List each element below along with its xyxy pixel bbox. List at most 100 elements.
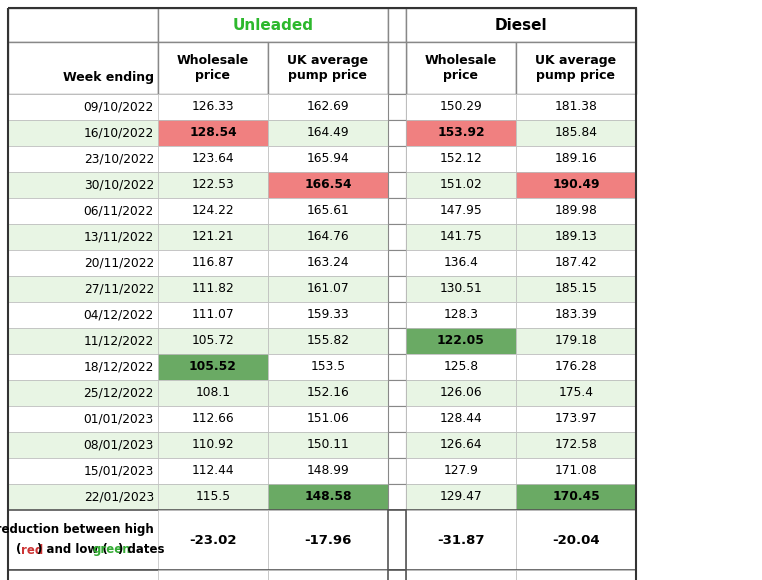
Bar bbox=[158, 146, 268, 172]
Bar bbox=[516, 94, 636, 120]
Bar bbox=[388, 224, 406, 250]
Bar bbox=[406, 458, 516, 484]
Bar bbox=[388, 354, 406, 380]
Bar bbox=[268, 510, 388, 570]
Bar bbox=[406, 276, 516, 302]
Text: 112.44: 112.44 bbox=[192, 465, 234, 477]
Bar bbox=[406, 120, 516, 146]
Bar bbox=[406, 42, 516, 94]
Text: 108.1: 108.1 bbox=[196, 386, 230, 400]
Bar bbox=[158, 276, 268, 302]
Bar bbox=[388, 302, 406, 328]
Bar bbox=[158, 120, 268, 146]
Bar bbox=[516, 250, 636, 276]
Bar bbox=[406, 432, 516, 458]
Bar bbox=[388, 146, 406, 172]
Text: 181.38: 181.38 bbox=[555, 100, 597, 114]
Text: 152.12: 152.12 bbox=[440, 153, 482, 165]
Text: 22/01/2023: 22/01/2023 bbox=[84, 491, 154, 503]
Text: 164.76: 164.76 bbox=[306, 230, 349, 244]
Text: 27/11/2022: 27/11/2022 bbox=[84, 282, 154, 295]
Text: -17.96: -17.96 bbox=[304, 534, 352, 546]
Text: 165.61: 165.61 bbox=[306, 205, 349, 218]
Bar bbox=[8, 198, 636, 224]
Text: (: ( bbox=[16, 543, 21, 556]
Text: -31.87: -31.87 bbox=[437, 534, 485, 546]
Bar bbox=[268, 198, 388, 224]
Text: 151.06: 151.06 bbox=[306, 412, 349, 426]
Text: Wholesale
price: Wholesale price bbox=[425, 54, 497, 82]
Text: 04/12/2022: 04/12/2022 bbox=[84, 309, 154, 321]
Text: 25/12/2022: 25/12/2022 bbox=[84, 386, 154, 400]
Bar bbox=[388, 172, 406, 198]
Bar bbox=[158, 328, 268, 354]
Text: green: green bbox=[93, 543, 131, 556]
Text: 111.07: 111.07 bbox=[192, 309, 234, 321]
Text: 170.45: 170.45 bbox=[552, 491, 600, 503]
Bar bbox=[516, 458, 636, 484]
Text: 122.05: 122.05 bbox=[437, 335, 485, 347]
Text: 128.44: 128.44 bbox=[440, 412, 482, 426]
Text: 172.58: 172.58 bbox=[555, 438, 597, 451]
Bar bbox=[158, 406, 268, 432]
Bar bbox=[8, 172, 636, 198]
Text: 150.11: 150.11 bbox=[306, 438, 349, 451]
Bar bbox=[268, 354, 388, 380]
Text: 171.08: 171.08 bbox=[555, 465, 597, 477]
Bar bbox=[8, 458, 636, 484]
Text: 176.28: 176.28 bbox=[555, 361, 597, 374]
Bar bbox=[388, 432, 406, 458]
Bar bbox=[158, 94, 268, 120]
Bar bbox=[158, 484, 268, 510]
Text: 08/01/2023: 08/01/2023 bbox=[84, 438, 154, 451]
Text: 179.18: 179.18 bbox=[555, 335, 597, 347]
Bar bbox=[516, 224, 636, 250]
Bar bbox=[8, 94, 636, 120]
Bar bbox=[268, 380, 388, 406]
Text: 105.72: 105.72 bbox=[191, 335, 235, 347]
Bar bbox=[8, 42, 158, 94]
Bar bbox=[388, 198, 406, 224]
Bar bbox=[158, 302, 268, 328]
Bar bbox=[8, 8, 636, 580]
Bar bbox=[516, 570, 636, 580]
Text: 130.51: 130.51 bbox=[440, 282, 482, 295]
Text: 185.84: 185.84 bbox=[555, 126, 597, 140]
Bar bbox=[516, 276, 636, 302]
Bar bbox=[8, 432, 636, 458]
Bar bbox=[268, 224, 388, 250]
Text: 112.66: 112.66 bbox=[192, 412, 234, 426]
Text: 121.21: 121.21 bbox=[192, 230, 234, 244]
Bar bbox=[268, 94, 388, 120]
Bar bbox=[516, 302, 636, 328]
Text: 124.22: 124.22 bbox=[192, 205, 234, 218]
Bar bbox=[388, 328, 406, 354]
Text: 162.69: 162.69 bbox=[306, 100, 349, 114]
Bar bbox=[388, 120, 406, 146]
Bar bbox=[268, 120, 388, 146]
Text: 159.33: 159.33 bbox=[306, 309, 349, 321]
Bar bbox=[516, 172, 636, 198]
Bar bbox=[268, 328, 388, 354]
Bar bbox=[516, 120, 636, 146]
Bar bbox=[158, 570, 268, 580]
Text: Diesel: Diesel bbox=[495, 17, 547, 32]
Text: 153.92: 153.92 bbox=[437, 126, 485, 140]
Bar bbox=[8, 276, 636, 302]
Bar bbox=[406, 224, 516, 250]
Text: 111.82: 111.82 bbox=[191, 282, 235, 295]
Text: 115.5: 115.5 bbox=[195, 491, 231, 503]
Bar bbox=[406, 302, 516, 328]
Bar bbox=[268, 42, 388, 94]
Bar bbox=[8, 406, 636, 432]
Bar bbox=[388, 8, 406, 42]
Text: -23.02: -23.02 bbox=[189, 534, 237, 546]
Text: 105.52: 105.52 bbox=[189, 361, 237, 374]
Bar bbox=[268, 406, 388, 432]
Bar bbox=[516, 328, 636, 354]
Bar bbox=[388, 42, 406, 94]
Text: 128.54: 128.54 bbox=[189, 126, 237, 140]
Bar bbox=[158, 510, 268, 570]
Bar bbox=[388, 250, 406, 276]
Bar bbox=[406, 146, 516, 172]
